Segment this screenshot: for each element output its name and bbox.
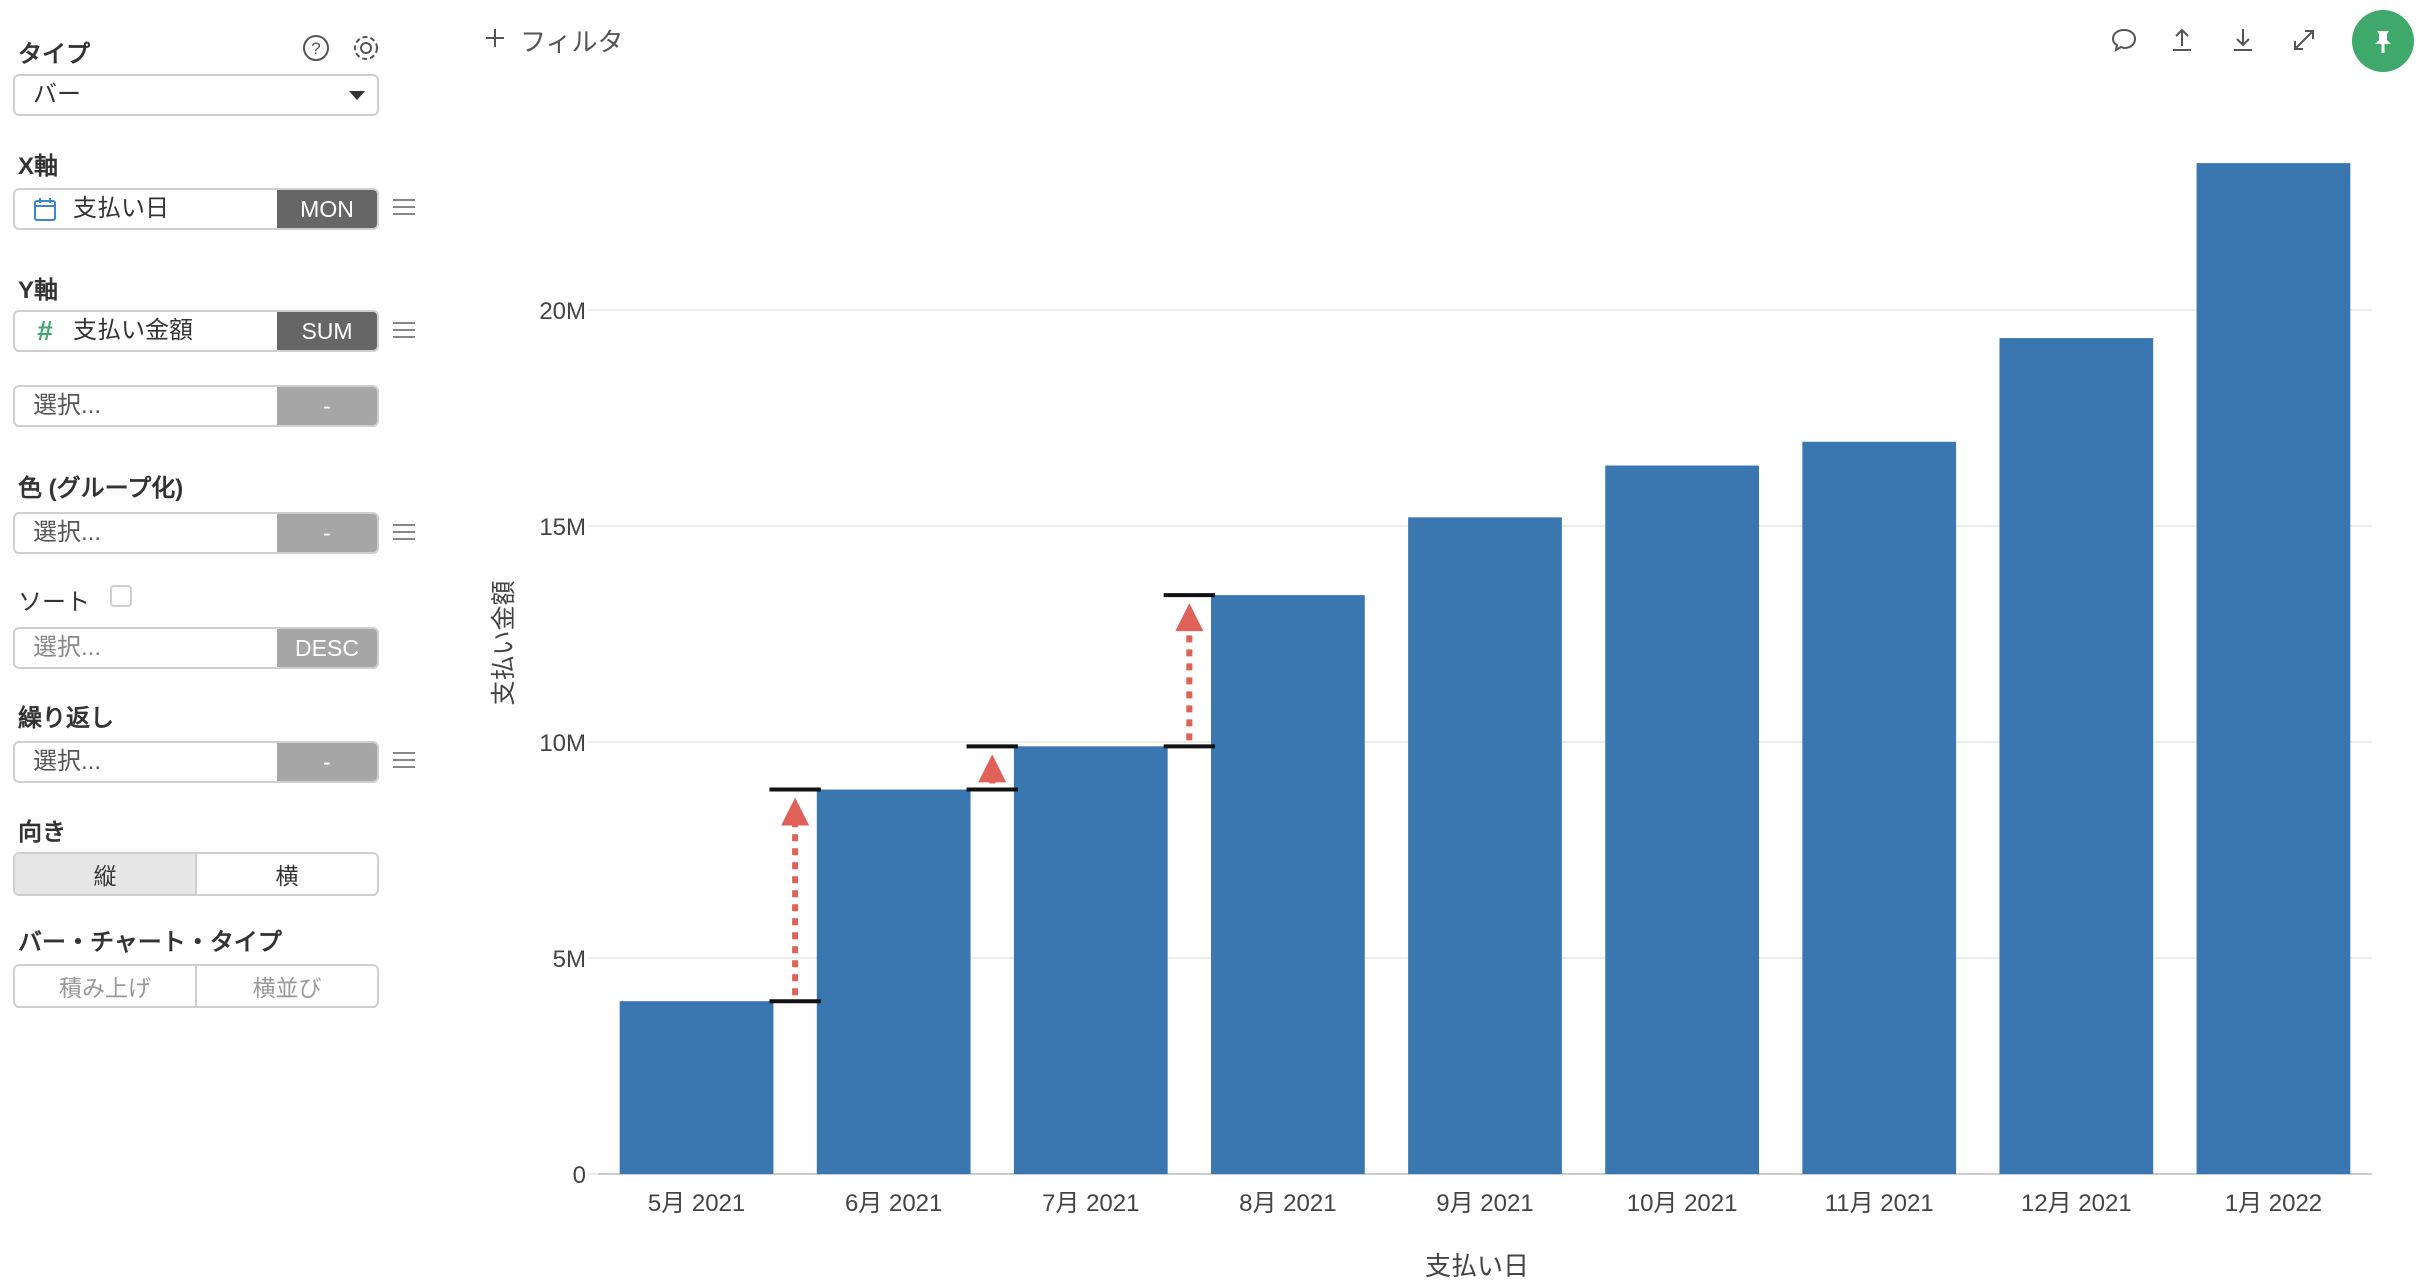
repeat-label: 繰り返し [18, 705, 114, 732]
repeat-placeholder: 選択... [33, 748, 102, 775]
svg-text:#: # [37, 315, 53, 346]
pin-icon[interactable] [2352, 10, 2414, 72]
menu-icon[interactable] [393, 199, 415, 220]
chart-type-value: バー [33, 81, 81, 108]
bar [1408, 517, 1562, 1174]
gear-icon[interactable] [348, 30, 384, 66]
yaxis2-aggregation-button[interactable]: - [277, 387, 377, 425]
calendar-icon [33, 196, 57, 227]
y-tick-label: 0 [573, 1162, 586, 1189]
yaxis-aggregation-button[interactable]: SUM [277, 312, 377, 350]
yaxis2-placeholder: 選択... [33, 392, 102, 419]
sort-checkbox[interactable] [110, 585, 132, 607]
x-tick-label: 12月 2021 [2021, 1190, 2132, 1217]
yaxis-label: Y軸 [18, 277, 59, 304]
sort-label: ソート [18, 589, 90, 616]
repeat-field[interactable]: 選択... - [13, 741, 379, 783]
bar [1605, 465, 1759, 1174]
color-placeholder: 選択... [33, 519, 102, 546]
sort-placeholder: 選択... [33, 634, 102, 661]
xaxis-field-name: 支払い日 [73, 195, 169, 222]
y-tick-label: 5M [553, 946, 586, 973]
x-tick-label: 1月 2022 [2225, 1190, 2322, 1217]
y-axis-title: 支払い金額 [490, 580, 518, 705]
bar [619, 1001, 774, 1174]
bar [2196, 163, 2351, 1174]
menu-icon[interactable] [393, 322, 415, 343]
menu-icon[interactable] [393, 752, 415, 773]
yaxis2-field[interactable]: 選択... - [13, 385, 379, 427]
x-tick-label: 10月 2021 [1627, 1190, 1738, 1217]
chart-settings-panel: タイプ ? バー X軸 支払い日 MON Y軸 # 支払い金額 SUM 選択..… [0, 0, 430, 1286]
help-icon[interactable]: ? [298, 30, 334, 66]
x-tick-label: 7月 2021 [1042, 1190, 1139, 1217]
bar-type-stacked-button[interactable]: 積み上げ [59, 975, 151, 1001]
plus-icon [484, 25, 506, 56]
color-label: 色 (グループ化) [18, 475, 184, 502]
svg-text:?: ? [311, 39, 320, 58]
bar [1802, 441, 1957, 1174]
sort-field[interactable]: 選択... DESC [13, 627, 379, 669]
x-tick-label: 9月 2021 [1436, 1190, 1533, 1217]
menu-icon[interactable] [393, 524, 415, 545]
comment-icon[interactable] [2106, 22, 2142, 58]
upload-icon[interactable] [2164, 22, 2200, 58]
bar [1999, 338, 2154, 1175]
chart-type-select[interactable]: バー [13, 74, 379, 116]
download-icon[interactable] [2225, 22, 2261, 58]
add-filter-button[interactable]: フィルタ [484, 22, 623, 59]
sort-order-button[interactable]: DESC [277, 629, 377, 667]
type-label: タイプ [18, 41, 90, 68]
xaxis-field[interactable]: 支払い日 MON [13, 188, 379, 230]
bar-type-label: バー・チャート・タイプ [18, 929, 282, 956]
number-icon: # [33, 314, 57, 350]
x-tick-label: 11月 2021 [1825, 1190, 1934, 1217]
x-tick-label: 6月 2021 [845, 1190, 942, 1217]
x-axis-title: 支払い日 [1425, 1251, 1529, 1281]
bar-type-grouped-button[interactable]: 横並び [195, 966, 377, 1006]
bar [1211, 595, 1365, 1174]
chevron-down-icon [349, 91, 365, 100]
y-tick-label: 10M [539, 730, 586, 757]
orientation-horizontal-button[interactable]: 横 [195, 854, 377, 894]
annotation-arrow-head [978, 754, 1007, 783]
annotation-arrow-head [1175, 603, 1204, 632]
repeat-aggregation-button[interactable]: - [277, 743, 377, 781]
x-tick-label: 5月 2021 [648, 1190, 745, 1217]
xaxis-aggregation-button[interactable]: MON [277, 190, 377, 228]
expand-icon[interactable] [2286, 22, 2322, 58]
orientation-vertical-button[interactable]: 縦 [15, 854, 195, 894]
bar [1013, 746, 1168, 1174]
color-aggregation-button[interactable]: - [277, 514, 377, 552]
annotation-arrow-head [781, 797, 810, 826]
bar-type-toggle: 積み上げ 横並び [13, 964, 379, 1008]
yaxis-field[interactable]: # 支払い金額 SUM [13, 310, 379, 352]
orientation-toggle: 縦 横 [13, 852, 379, 896]
x-tick-label: 8月 2021 [1239, 1190, 1336, 1217]
xaxis-label: X軸 [18, 153, 59, 180]
bar [816, 789, 971, 1174]
filter-label: フィルタ [520, 27, 624, 57]
color-field[interactable]: 選択... - [13, 512, 379, 554]
yaxis-field-name: 支払い金額 [73, 317, 193, 344]
orientation-label: 向き [18, 819, 66, 846]
y-tick-label: 20M [539, 298, 586, 325]
y-tick-label: 15M [539, 514, 586, 541]
